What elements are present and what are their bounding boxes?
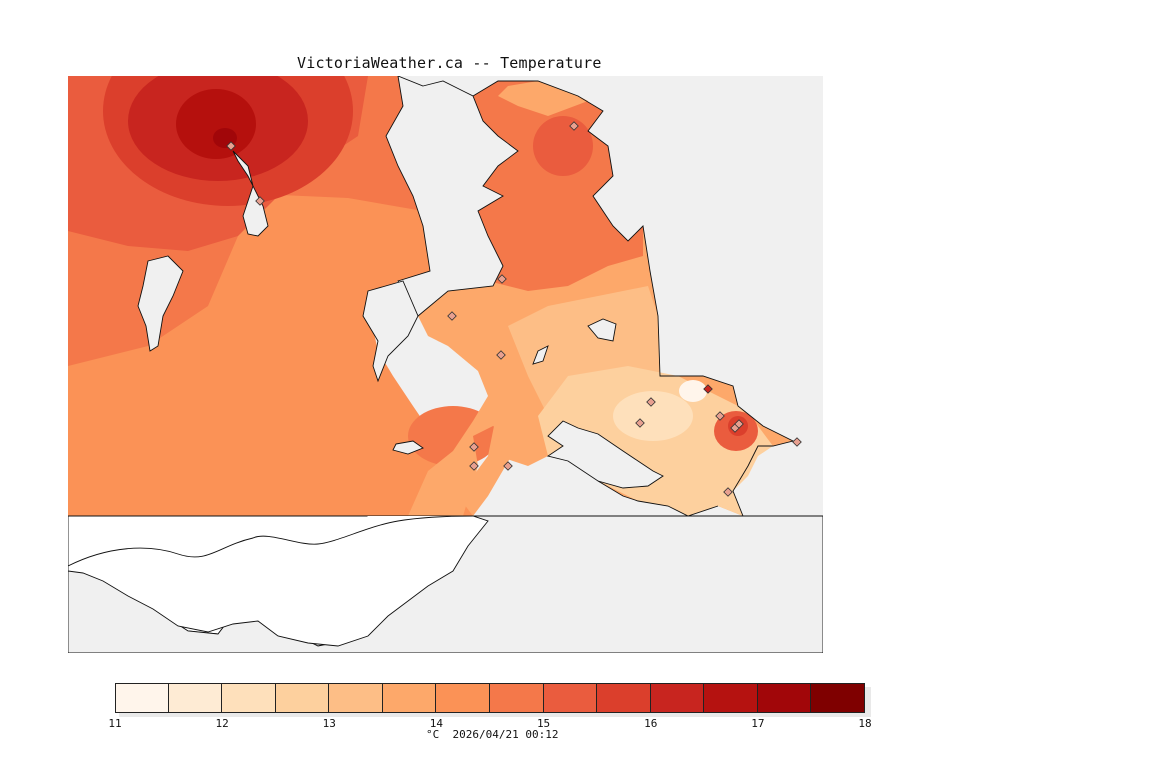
legend-caption: °C 2026/04/21 00:12 (426, 728, 558, 741)
station-marker[interactable] (703, 384, 713, 394)
station-marker[interactable] (792, 437, 802, 447)
colorbar-tick-label: 14 (429, 717, 444, 730)
colorbar-tick-label: 17 (751, 717, 765, 730)
timestamp-label: 2026/04/21 00:12 (452, 728, 559, 741)
southern-islands (68, 515, 489, 647)
colorbar-tick-label: 15 (536, 717, 551, 730)
station-marker[interactable] (226, 141, 236, 151)
colorbar-swatch (543, 683, 598, 713)
unit-label: °C (426, 728, 440, 741)
colorbar-tick-label: 11 (108, 717, 122, 730)
colorbar-swatch (168, 683, 223, 713)
station-marker[interactable] (469, 442, 479, 452)
colorbar-legend (115, 683, 865, 715)
map-panel (68, 76, 823, 653)
station-marker[interactable] (635, 418, 645, 428)
colorbar-border (115, 683, 865, 713)
temperature-map (68, 76, 823, 653)
station-marker[interactable] (447, 311, 457, 321)
coastlines (472, 80, 795, 517)
colorbar-swatch (329, 683, 383, 713)
colorbar-swatch (490, 683, 544, 713)
colorbar-tick-label: 16 (644, 717, 658, 730)
colorbar-swatch (382, 683, 437, 713)
colorbar-swatch (597, 683, 651, 713)
station-marker[interactable] (734, 419, 744, 429)
colorbar-swatch (115, 683, 169, 713)
station-marker[interactable] (715, 411, 725, 421)
colorbar-swatch (275, 683, 330, 713)
map-title: VictoriaWeather.ca -- Temperature (297, 54, 602, 72)
station-marker[interactable] (646, 397, 656, 407)
weather-stations (226, 121, 802, 497)
colorbar-swatch (704, 683, 758, 713)
station-marker[interactable] (569, 121, 579, 131)
colorbar-tick-label: 18 (858, 717, 872, 730)
inlets (137, 76, 664, 489)
station-marker[interactable] (469, 461, 479, 471)
station-marker[interactable] (497, 274, 507, 284)
colorbar-swatch (436, 683, 490, 713)
station-marker[interactable] (496, 350, 506, 360)
colorbar-swatch (811, 683, 865, 713)
station-marker[interactable] (723, 487, 733, 497)
colorbar-swatch (222, 683, 276, 713)
station-marker[interactable] (255, 196, 265, 206)
colorbar-swatch (757, 683, 812, 713)
station-marker[interactable] (503, 461, 513, 471)
colorbar-tick-label: 12 (215, 717, 229, 730)
colorbar-tick-label: 13 (322, 717, 336, 730)
colorbar-swatch (650, 683, 705, 713)
